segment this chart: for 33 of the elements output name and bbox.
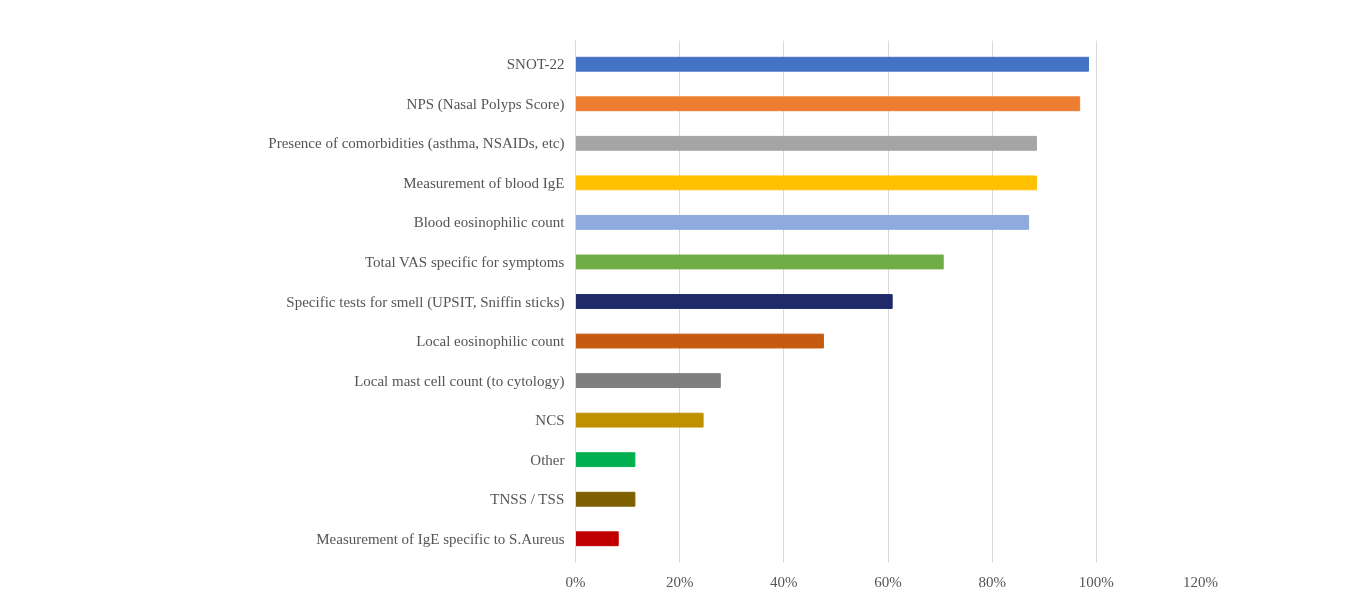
bar — [575, 175, 1037, 191]
bar — [575, 373, 721, 389]
y-tick-label: Total VAS specific for symptoms — [365, 253, 565, 270]
bar — [575, 452, 636, 468]
bar — [575, 531, 619, 547]
bar — [575, 333, 824, 349]
y-tick-label: Measurement of blood IgE — [403, 174, 565, 191]
y-tick-label: SNOT-22 — [506, 56, 565, 73]
bar — [575, 56, 1090, 72]
bar — [575, 412, 704, 428]
bar — [575, 214, 1030, 230]
y-tick-label: NPS (Nasal Polyps Score) — [406, 95, 565, 113]
x-tick-label: 0% — [565, 573, 586, 590]
x-tick-label: 60% — [874, 573, 902, 590]
y-tick-label: Presence of comorbidities (asthma, NSAIDs, etc) — [268, 135, 565, 153]
bar — [575, 254, 944, 270]
bar — [575, 135, 1037, 151]
y-tick-label: Specific tests for smell (UPSIT, Sniffin sticks) — [286, 293, 565, 311]
x-tick-label: 40% — [770, 573, 798, 590]
x-tick-label: 120% — [1183, 573, 1218, 590]
x-tick-label: 20% — [665, 573, 694, 590]
bar — [575, 294, 893, 309]
y-tick-label: Measurement of IgE specific to S.Aureus — [316, 530, 565, 547]
x-tick-label: 100% — [1078, 573, 1114, 590]
y-tick-label: Other — [530, 451, 565, 468]
x-tick-label: 80% — [978, 573, 1006, 590]
y-tick-label: Blood eosinophilic count — [413, 214, 566, 231]
y-tick-label: NCS — [535, 412, 565, 429]
bar — [575, 96, 1081, 112]
y-tick-label: Local mast cell count (to cytology) — [354, 372, 565, 390]
y-tick-label: Local eosinophilic count — [416, 333, 566, 350]
bar — [575, 491, 636, 507]
y-tick-label: TNSS / TSS — [490, 491, 565, 508]
